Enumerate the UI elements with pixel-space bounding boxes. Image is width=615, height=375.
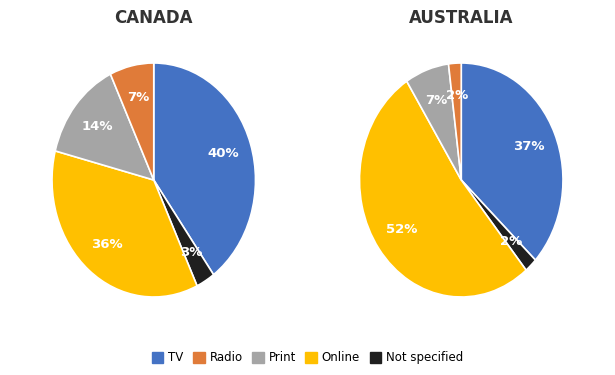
Text: 40%: 40% xyxy=(208,147,239,160)
Wedge shape xyxy=(448,63,461,180)
Text: 36%: 36% xyxy=(91,238,123,251)
Text: 3%: 3% xyxy=(180,246,202,259)
Text: 7%: 7% xyxy=(426,94,448,107)
Text: 37%: 37% xyxy=(513,140,544,153)
Text: 7%: 7% xyxy=(127,91,149,104)
Legend: TV, Radio, Print, Online, Not specified: TV, Radio, Print, Online, Not specified xyxy=(147,346,468,369)
Title: CANADA: CANADA xyxy=(114,9,193,27)
Text: 14%: 14% xyxy=(82,120,113,133)
Wedge shape xyxy=(154,63,255,274)
Text: 2%: 2% xyxy=(445,89,468,102)
Text: 2%: 2% xyxy=(500,235,523,248)
Wedge shape xyxy=(154,180,213,286)
Title: AUSTRALIA: AUSTRALIA xyxy=(409,9,514,27)
Wedge shape xyxy=(461,63,563,260)
Wedge shape xyxy=(461,180,536,270)
Wedge shape xyxy=(52,151,197,297)
Text: 52%: 52% xyxy=(386,223,418,236)
Wedge shape xyxy=(360,81,526,297)
Wedge shape xyxy=(55,74,154,180)
Wedge shape xyxy=(111,63,154,180)
Wedge shape xyxy=(407,64,461,180)
